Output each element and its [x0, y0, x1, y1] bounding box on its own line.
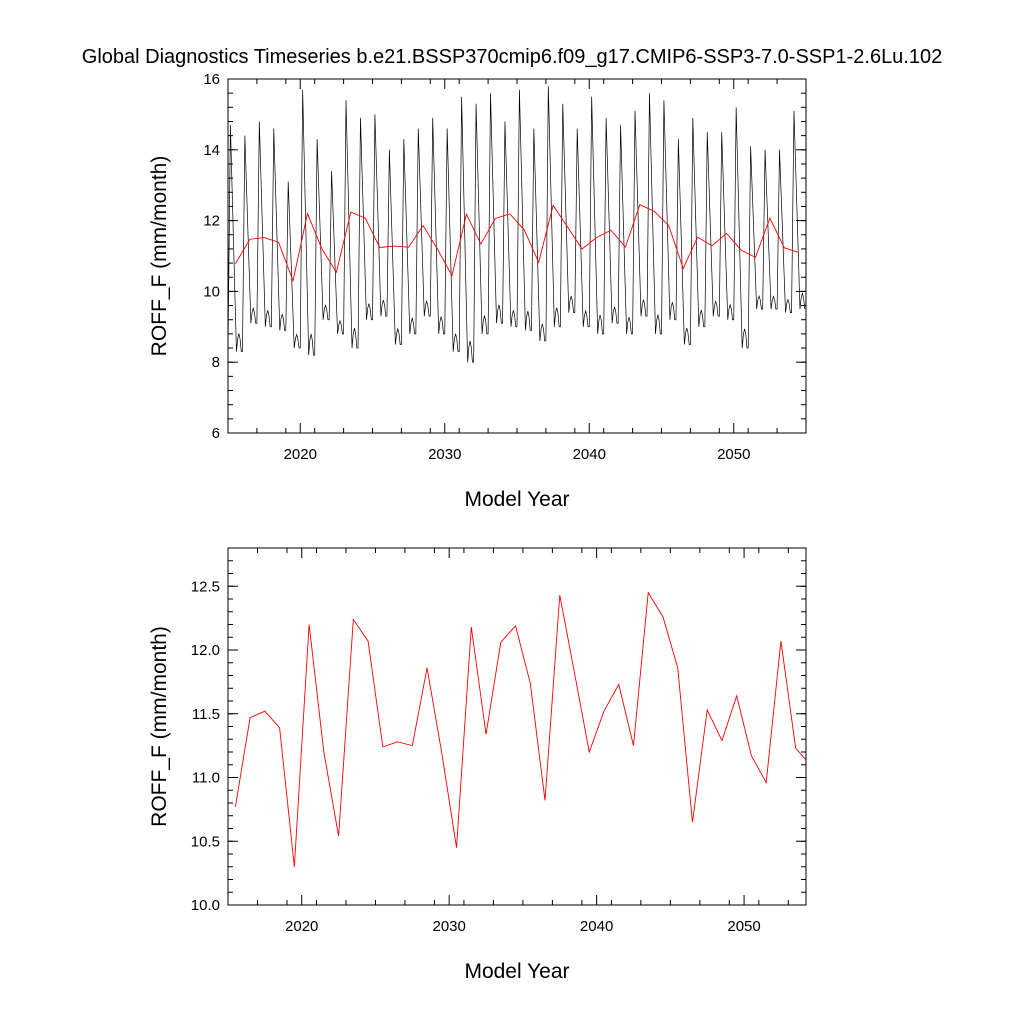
top-annual-series-line: [234, 204, 799, 283]
top-x-axis-title: Model Year: [464, 488, 569, 511]
top-monthly-series-line: [228, 86, 806, 363]
bottom-plot-frame: [227, 547, 807, 906]
top-y-axis-title: ROFF_F (mm/month): [148, 156, 171, 357]
bottom-panel: 2020 2030 2040 2050 10.0 10.5 11.0 11.5 12.0 12.5…: [148, 547, 807, 983]
bottom-x-tick-label: 2040: [580, 918, 613, 935]
bottom-y-tick-label: 12.5: [191, 578, 220, 595]
bottom-y-tick-label: 10.0: [191, 897, 220, 914]
top-y-tick-label: 6: [212, 425, 220, 442]
bottom-y-tick-label: 11.0: [192, 770, 220, 787]
top-y-tick-label: 8: [212, 354, 220, 371]
top-x-tick-label: 2040: [573, 446, 606, 463]
bottom-y-tick-label: 12.0: [191, 642, 220, 659]
bottom-x-tick-label: 2020: [285, 918, 318, 935]
top-x-tick-label: 2020: [284, 446, 317, 463]
chart-title: Global Diagnostics Timeseries b.e21.BSSP…: [81, 46, 943, 68]
top-y-tick-label: 12: [203, 213, 220, 230]
top-x-tick-label: 2050: [717, 446, 750, 463]
top-y-tick-label: 14: [203, 142, 220, 159]
bottom-x-tick-label: 2050: [727, 918, 760, 935]
top-y-tick-label: 10: [203, 283, 220, 300]
bottom-annual-series-line: [234, 591, 806, 867]
top-y-tick-label: 16: [203, 71, 220, 88]
top-panel: 2020 2030 2040 2050 6 8 10 12 14 16 Model Year ROFF…: [148, 71, 807, 511]
bottom-y-axis-title: ROFF_F (mm/month): [148, 626, 171, 827]
bottom-y-tick-label: 10.5: [191, 833, 220, 850]
bottom-x-axis-title: Model Year: [464, 960, 569, 983]
bottom-y-tick-label: 11.5: [192, 706, 220, 723]
top-x-tick-label: 2030: [428, 446, 461, 463]
top-plot-frame: [227, 78, 807, 434]
bottom-x-tick-label: 2030: [432, 918, 465, 935]
